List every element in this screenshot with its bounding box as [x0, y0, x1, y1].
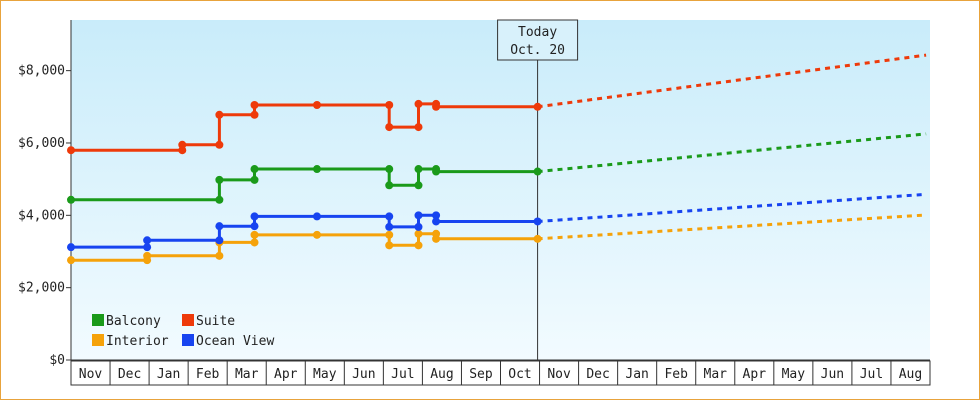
data-point-ocean-view: [250, 212, 259, 221]
x-tick-label: Jul: [860, 367, 883, 382]
x-tick-label: Feb: [196, 367, 220, 382]
data-point-suite: [385, 101, 394, 109]
data-point-suite: [215, 140, 224, 149]
data-point-interior: [215, 251, 224, 260]
data-point-balcony: [414, 181, 423, 190]
x-tick-label: May: [313, 367, 337, 382]
y-tick-label: $6,000: [18, 136, 65, 151]
x-tick-label: Nov: [547, 367, 571, 382]
x-tick-label: Aug: [430, 367, 453, 382]
legend: Balcony Suite Interior Ocean View: [92, 314, 274, 349]
legend-label-interior: Interior: [106, 334, 169, 349]
x-tick-label: Apr: [274, 367, 298, 382]
data-point-suite: [250, 101, 259, 109]
y-tick-label: $0: [49, 353, 65, 368]
x-tick-label: Mar: [704, 367, 728, 382]
x-tick-label: Nov: [79, 367, 103, 382]
data-point-ocean-view: [414, 222, 423, 231]
legend-label-suite: Suite: [196, 314, 235, 329]
x-tick-label: Sep: [469, 367, 493, 382]
forecast-line-interior: [537, 213, 927, 241]
x-tick-label: Dec: [586, 367, 609, 382]
data-point-balcony: [414, 165, 423, 174]
y-tick-label: $2,000: [18, 281, 65, 296]
data-point-interior: [414, 241, 423, 250]
x-tick-label: Jan: [157, 367, 180, 382]
data-point-ocean-view: [312, 212, 321, 221]
today-box: [497, 19, 579, 61]
data-point-ocean-view: [250, 222, 259, 231]
data-point-ocean-view: [143, 236, 152, 245]
data-point-balcony: [215, 175, 224, 184]
data-point-interior: [250, 238, 259, 247]
data-point-interior: [250, 230, 259, 239]
today-title: Today: [518, 25, 557, 40]
data-point-suite: [312, 101, 321, 109]
forecast-line-ocean-view: [537, 192, 927, 223]
data-point-interior: [533, 234, 542, 243]
x-tick-label: Jun: [821, 367, 844, 382]
data-point-suite: [385, 123, 394, 132]
data-point-balcony: [250, 175, 259, 184]
data-point-interior: [67, 256, 75, 265]
data-point-ocean-view: [432, 211, 441, 220]
data-point-ocean-view: [432, 217, 441, 226]
data-point-suite: [414, 99, 423, 108]
legend-swatch-suite: [182, 314, 194, 326]
x-tick-label: Dec: [118, 367, 141, 382]
data-point-interior: [312, 230, 321, 239]
data-point-ocean-view: [215, 222, 224, 231]
legend-label-balcony: Balcony: [106, 314, 161, 329]
data-point-suite: [67, 146, 75, 155]
data-point-suite: [414, 123, 423, 132]
today-marker: Today Oct. 20: [497, 19, 579, 360]
y-tick-label: $4,000: [18, 208, 65, 223]
data-point-suite: [215, 110, 224, 119]
y-tick-label: $8,000: [18, 64, 65, 79]
data-point-balcony: [67, 195, 75, 204]
data-point-balcony: [250, 165, 259, 174]
data-point-balcony: [533, 167, 542, 176]
data-point-ocean-view: [215, 236, 224, 245]
data-point-ocean-view: [533, 217, 542, 226]
x-tick-label: Jul: [391, 367, 414, 382]
x-tick-label: Jun: [352, 367, 375, 382]
data-point-balcony: [215, 195, 224, 204]
data-point-interior: [432, 234, 441, 243]
data-point-interior: [414, 229, 423, 238]
data-point-interior: [385, 230, 394, 239]
data-point-suite: [533, 102, 542, 111]
data-point-interior: [143, 251, 152, 260]
legend-label-ocean-view: Ocean View: [196, 334, 274, 349]
data-point-balcony: [432, 167, 441, 176]
x-tick-label: Jan: [625, 367, 648, 382]
x-tick-label: Oct: [508, 367, 531, 382]
data-point-balcony: [385, 181, 394, 190]
legend-swatch-ocean-view: [182, 334, 194, 346]
x-tick-label: Mar: [235, 367, 259, 382]
x-axis: Nov Dec Jan Feb Mar Apr May Jun Jul Aug Sep Oct Nov D…: [70, 359, 931, 386]
series-layer: [67, 53, 927, 265]
x-tick-label: Aug: [899, 367, 922, 382]
data-point-balcony: [312, 165, 321, 174]
y-axis: $0 $2,000 $4,000 $6,000 $8,000: [18, 20, 72, 368]
data-point-suite: [250, 110, 259, 119]
data-point-ocean-view: [67, 243, 75, 252]
legend-swatch-interior: [92, 334, 104, 346]
plot-area: [71, 20, 930, 360]
today-date: Oct. 20: [510, 43, 565, 58]
data-point-suite: [178, 140, 187, 149]
x-tick-label: Apr: [743, 367, 767, 382]
data-point-ocean-view: [414, 211, 423, 220]
data-point-suite: [432, 102, 441, 111]
data-point-interior: [385, 241, 394, 250]
data-point-balcony: [385, 165, 394, 174]
data-point-ocean-view: [385, 222, 394, 231]
x-tick-label: Feb: [664, 367, 688, 382]
x-tick-label: May: [782, 367, 806, 382]
data-point-ocean-view: [385, 212, 394, 221]
legend-swatch-balcony: [92, 314, 104, 326]
data-point-ocean-view: [143, 243, 152, 252]
